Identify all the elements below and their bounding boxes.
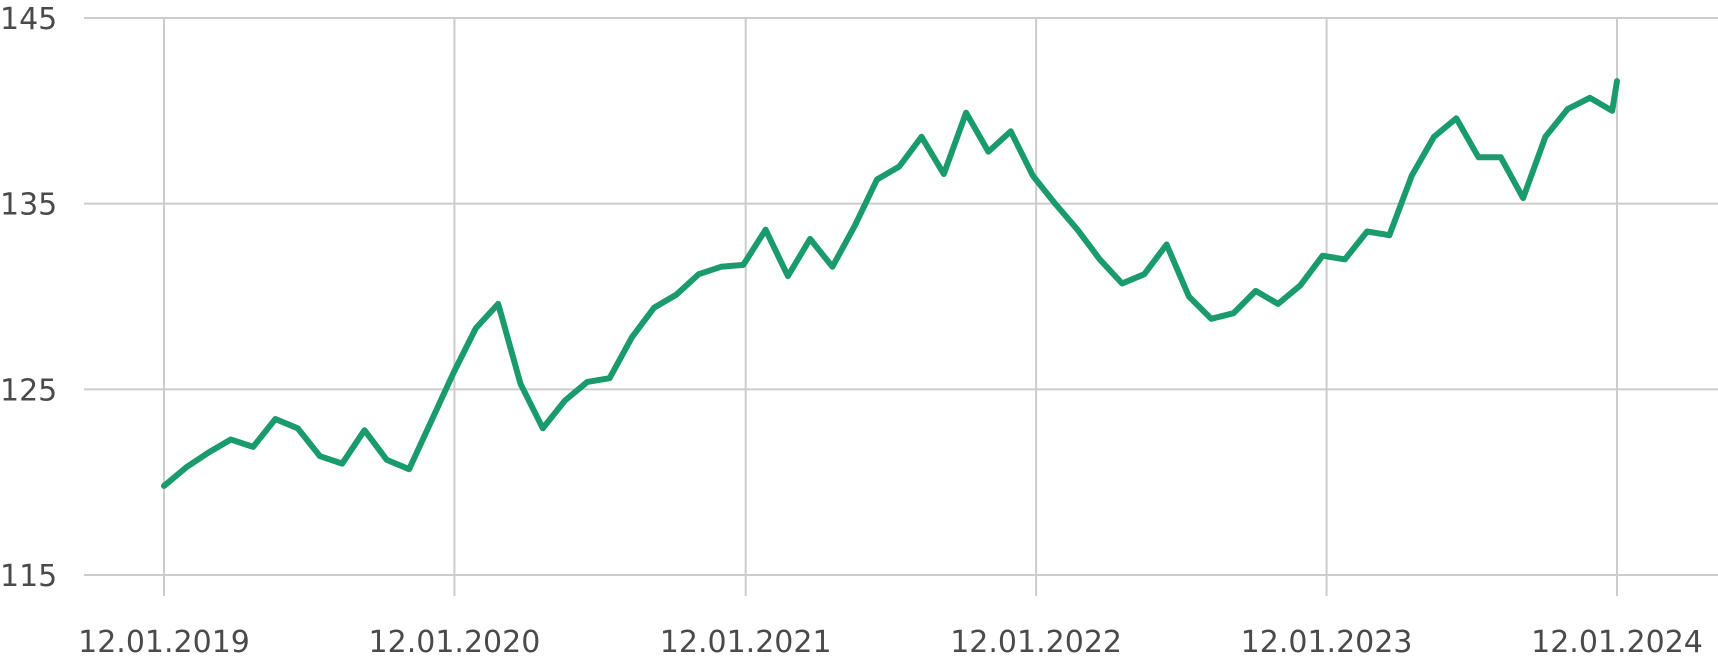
gridlines xyxy=(84,17,1718,596)
x-axis-ticks: 12.01.2019 12.01.2020 12.01.2021 12.01.2022… xyxy=(78,625,1703,658)
y-tick-label: 115 xyxy=(0,559,57,594)
x-tick-label: 12.01.2023 xyxy=(1241,625,1413,658)
series-line xyxy=(161,78,1620,489)
y-tick-label: 145 xyxy=(0,2,57,37)
x-tick-label: 12.01.2022 xyxy=(950,625,1122,658)
y-tick-label: 135 xyxy=(0,188,57,223)
x-tick-label: 12.01.2019 xyxy=(78,625,250,658)
x-tick-label: 12.01.2020 xyxy=(369,625,541,658)
y-tick-label: 125 xyxy=(0,373,57,408)
y-axis-ticks: 115 125 135 145 xyxy=(0,2,57,594)
x-tick-label: 12.01.2021 xyxy=(660,625,832,658)
x-tick-label: 12.01.2024 xyxy=(1531,625,1703,658)
series-group xyxy=(161,78,1620,489)
